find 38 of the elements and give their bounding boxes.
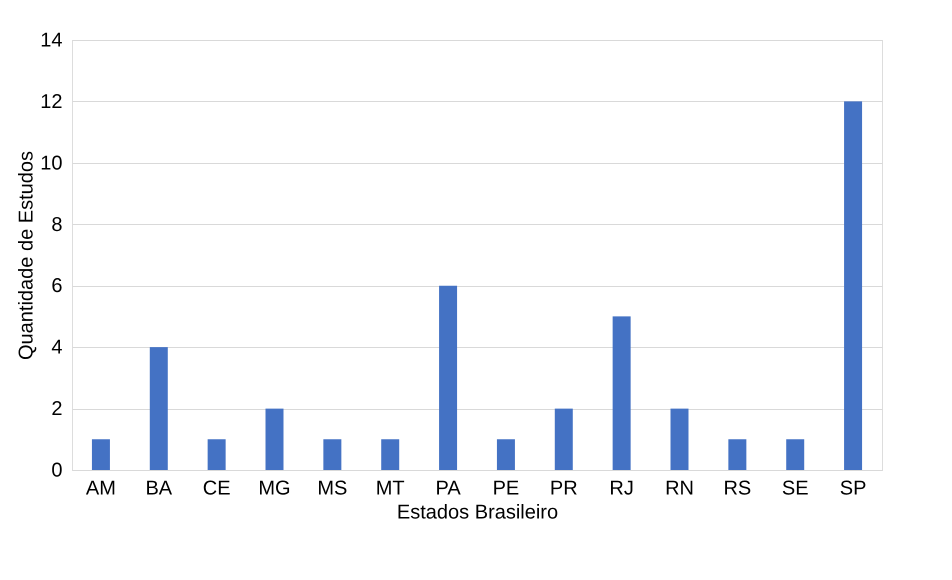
- bar: [323, 439, 342, 470]
- y-tick-label: 2: [51, 398, 62, 420]
- x-tick-label: PE: [492, 478, 520, 500]
- y-tick-label: 4: [51, 336, 62, 359]
- bar: [92, 439, 110, 470]
- x-tick-label: CE: [202, 478, 231, 500]
- y-tick-label: 12: [40, 90, 62, 113]
- x-axis-title: Estados Brasileiro: [396, 502, 558, 524]
- bar: [554, 408, 573, 470]
- bar: [496, 439, 515, 470]
- bar: [439, 286, 458, 470]
- bar: [786, 439, 804, 470]
- x-tick-label: AM: [86, 478, 116, 500]
- x-tick-label: PA: [435, 478, 462, 500]
- x-tick-label: MG: [258, 478, 291, 500]
- x-tick-label: MT: [376, 478, 405, 500]
- x-tick-label: RN: [665, 478, 694, 500]
- y-tick-label: 6: [51, 275, 62, 298]
- x-tick-label: MS: [317, 478, 348, 500]
- x-tick-label: SP: [840, 478, 866, 500]
- bar: [381, 439, 400, 470]
- bar: [612, 316, 631, 470]
- x-tick-label: PR: [550, 478, 578, 500]
- bar: [670, 408, 688, 470]
- y-tick-label: 8: [51, 214, 62, 236]
- x-tick-label: BA: [145, 478, 173, 500]
- bar: [728, 439, 746, 470]
- bar: [266, 408, 284, 470]
- bar: [208, 439, 226, 470]
- bar: [844, 101, 862, 470]
- y-tick-label: 0: [51, 460, 62, 482]
- y-tick-label: 10: [40, 152, 62, 174]
- y-tick-label: 14: [40, 30, 62, 52]
- x-tick-label: SE: [782, 478, 809, 500]
- bar: [150, 347, 168, 470]
- y-axis-title: Quantidade de Estudos: [15, 150, 38, 360]
- x-tick-label: RS: [723, 478, 752, 500]
- x-tick-label: RJ: [609, 478, 634, 500]
